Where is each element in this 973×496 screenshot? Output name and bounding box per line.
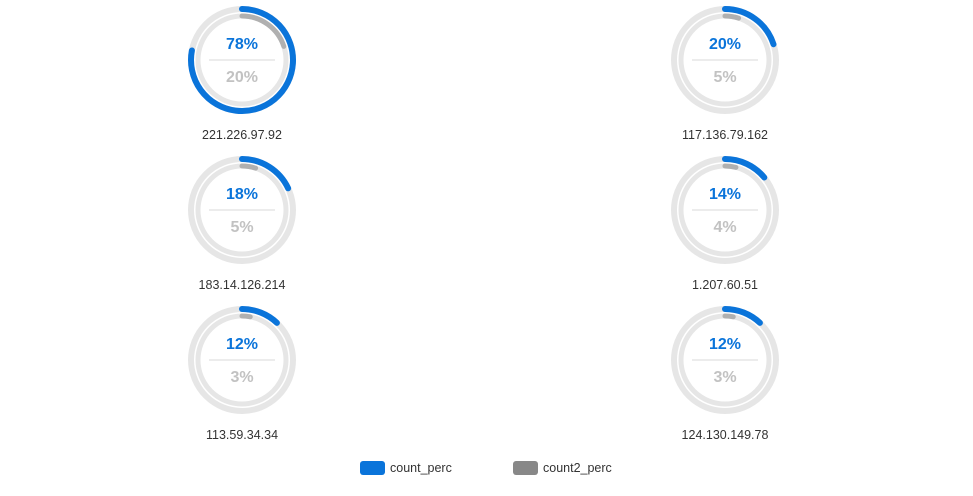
legend-label-count2-perc: count2_perc	[543, 461, 612, 475]
gauge-value-count2-perc: 4%	[713, 219, 736, 236]
gauge-label: 183.14.126.214	[199, 278, 286, 292]
gauge-arc-count2-perc	[239, 163, 259, 171]
gauge-arc-count2-perc	[239, 313, 253, 320]
gauge[interactable]: 12% 3% 124.130.149.78	[671, 306, 779, 442]
legend-item-count2-perc[interactable]: count2_perc	[513, 461, 612, 475]
legend-item-count-perc[interactable]: count_perc	[360, 461, 452, 475]
gauge-value-count-perc: 14%	[709, 186, 741, 203]
legend-label-count-perc: count_perc	[390, 461, 452, 475]
gauge[interactable]: 14% 4% 1.207.60.51	[671, 156, 779, 292]
gauge[interactable]: 12% 3% 113.59.34.34	[188, 306, 296, 442]
gauge-arc-count-perc	[239, 306, 280, 326]
legend-swatch-count2-perc	[513, 461, 538, 475]
gauge-value-count2-perc: 3%	[713, 369, 736, 386]
gauge-label: 117.136.79.162	[682, 128, 768, 142]
gauge-label: 124.130.149.78	[682, 428, 769, 442]
gauge-value-count-perc: 12%	[226, 336, 258, 353]
gauge-arc-count2-perc	[722, 313, 736, 320]
gauge-arc-count-perc	[722, 6, 777, 48]
gauge[interactable]: 78% 20% 221.226.97.92	[188, 6, 296, 142]
gauge-arc-count2-perc	[722, 163, 739, 170]
gauge-label: 113.59.34.34	[206, 428, 278, 442]
gauge-value-count2-perc: 5%	[713, 69, 736, 86]
gauge-value-count-perc: 78%	[226, 36, 258, 53]
gauge-value-count-perc: 12%	[709, 336, 741, 353]
gauge-label: 221.226.97.92	[202, 128, 282, 142]
gauge[interactable]: 20% 5% 117.136.79.162	[671, 6, 779, 142]
gauge-label: 1.207.60.51	[692, 278, 758, 292]
gauge-arc-count2-perc	[239, 13, 287, 49]
gauge-arc-count-perc	[722, 156, 768, 181]
gauge-value-count2-perc: 5%	[230, 219, 253, 236]
gauge-value-count-perc: 20%	[709, 36, 741, 53]
gauge-arc-count2-perc	[722, 13, 742, 21]
gauge-arc-count-perc	[188, 6, 296, 114]
legend: count_perc count2_perc	[0, 461, 973, 481]
gauge-arc-count-perc	[722, 306, 763, 326]
gauge-value-count2-perc: 3%	[230, 369, 253, 386]
gauge-value-count-perc: 18%	[226, 186, 258, 203]
gauge-arc-count-perc	[239, 156, 292, 192]
gauge[interactable]: 18% 5% 183.14.126.214	[188, 156, 296, 292]
gauge-value-count2-perc: 20%	[226, 69, 258, 86]
legend-swatch-count-perc	[360, 461, 385, 475]
